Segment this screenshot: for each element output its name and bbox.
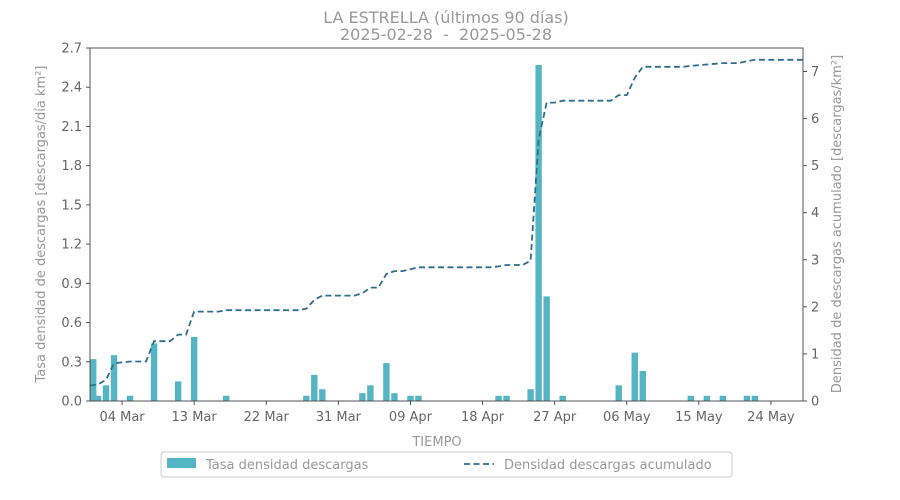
x-tick-label: 09 Apr	[389, 410, 433, 425]
y-left-tick-label: 1.8	[61, 159, 82, 174]
bar	[559, 395, 566, 401]
bar	[751, 395, 759, 401]
y-right-tick-label: 7	[811, 65, 819, 80]
bar	[190, 336, 198, 401]
legend-line-label: Densidad descargas acumulado	[504, 458, 712, 473]
bar	[527, 389, 534, 401]
bar	[631, 352, 638, 401]
y-left-tick-label: 1.2	[61, 238, 82, 253]
y-right-tick-label: 5	[811, 159, 819, 174]
y-left-tick-label: 0.3	[61, 355, 82, 370]
y-left-tick-label: 0.9	[61, 277, 82, 292]
plot-frame	[89, 47, 804, 402]
bar	[495, 395, 502, 401]
bar	[367, 385, 374, 401]
legend-bar-swatch	[167, 458, 196, 468]
bar	[319, 389, 326, 401]
bar	[102, 385, 110, 401]
chart-title: LA ESTRELLA (últimos 90 días)	[323, 8, 569, 27]
bar	[150, 343, 158, 401]
y-right-tick-label: 6	[811, 112, 819, 127]
x-tick-label: 31 Mar	[316, 410, 362, 425]
bar	[311, 374, 318, 401]
chart-subtitle: 2025-02-28 - 2025-05-28	[340, 25, 552, 44]
legend-box	[160, 451, 733, 478]
x-tick-label: 22 Mar	[244, 410, 290, 425]
bar	[383, 363, 390, 401]
bar	[535, 64, 542, 401]
y-right-tick-label: 4	[811, 206, 819, 221]
y-left-tick-label: 2.7	[61, 42, 82, 57]
y-axis-right-label: Densidad de descargas acumulado [descarg…	[830, 55, 845, 393]
bar	[407, 395, 414, 401]
bar	[222, 395, 230, 401]
bar	[615, 385, 622, 401]
x-axis-label: TIEMPO	[411, 435, 461, 450]
bar	[543, 296, 550, 401]
y-axis-left-label: Tasa densidad de descargas [descargas/dí…	[34, 66, 49, 384]
legend-bar-label: Tasa densidad descargas	[205, 458, 369, 473]
y-left-tick-label: 2.4	[61, 81, 82, 96]
bar	[639, 370, 646, 401]
x-tick-label: 13 Mar	[172, 410, 218, 425]
y-left-tick-label: 1.5	[61, 198, 82, 213]
bar-series	[90, 64, 759, 401]
x-tick-label: 27 Apr	[533, 410, 577, 425]
bar	[303, 395, 310, 401]
bar	[743, 395, 751, 401]
bar	[110, 355, 118, 401]
cumulative-line	[89, 58, 803, 387]
bar	[94, 395, 102, 401]
y-left-tick-label: 2.1	[61, 120, 82, 135]
bar	[703, 395, 711, 401]
x-tick-label: 18 Apr	[461, 410, 505, 425]
x-tick-label: 15 May	[675, 410, 723, 425]
bar	[687, 395, 695, 401]
y-left-tick-label: 0.0	[61, 395, 82, 410]
x-tick-label: 06 May	[603, 410, 651, 425]
y-left-tick-label: 0.6	[61, 316, 82, 331]
y-right-tick-label: 2	[811, 300, 819, 315]
bar	[391, 393, 398, 401]
bar	[359, 393, 366, 401]
x-tick-label: 04 Mar	[99, 410, 145, 425]
y-right-tick-label: 0	[811, 395, 819, 410]
y-axis-right: 0 1 2 3 4 5 6 7	[803, 65, 819, 410]
y-right-tick-label: 1	[811, 347, 819, 362]
x-tick-label: 24 May	[747, 410, 795, 425]
x-axis: 04 Mar 13 Mar 22 Mar 31 Mar 09 Apr 18 Apr 27 A…	[99, 401, 795, 425]
y-axis-left: 0.0 0.3 0.6 0.9 1.2 1.5 1.8 2.1 2.4 2.7	[61, 42, 90, 410]
bar	[719, 395, 727, 401]
bar	[174, 381, 182, 401]
bar	[90, 359, 97, 401]
bar	[503, 395, 510, 401]
y-right-tick-label: 3	[811, 253, 819, 268]
bar	[415, 395, 422, 401]
legend: Tasa densidad descargas Densidad descarg…	[160, 451, 733, 478]
bar	[126, 395, 134, 401]
